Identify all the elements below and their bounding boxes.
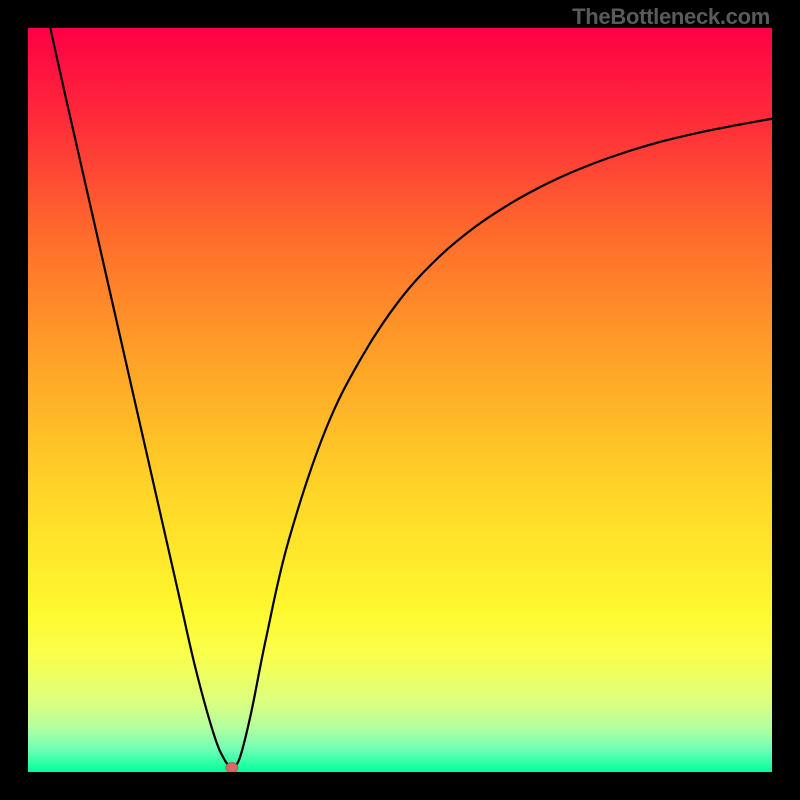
watermark-text: TheBottleneck.com: [572, 4, 770, 30]
curve-left-descent: [50, 28, 232, 768]
marker-min-point: [226, 763, 238, 772]
curve-layer: [28, 28, 772, 772]
curve-right-ascent: [233, 119, 772, 769]
plot-area: [28, 28, 772, 772]
